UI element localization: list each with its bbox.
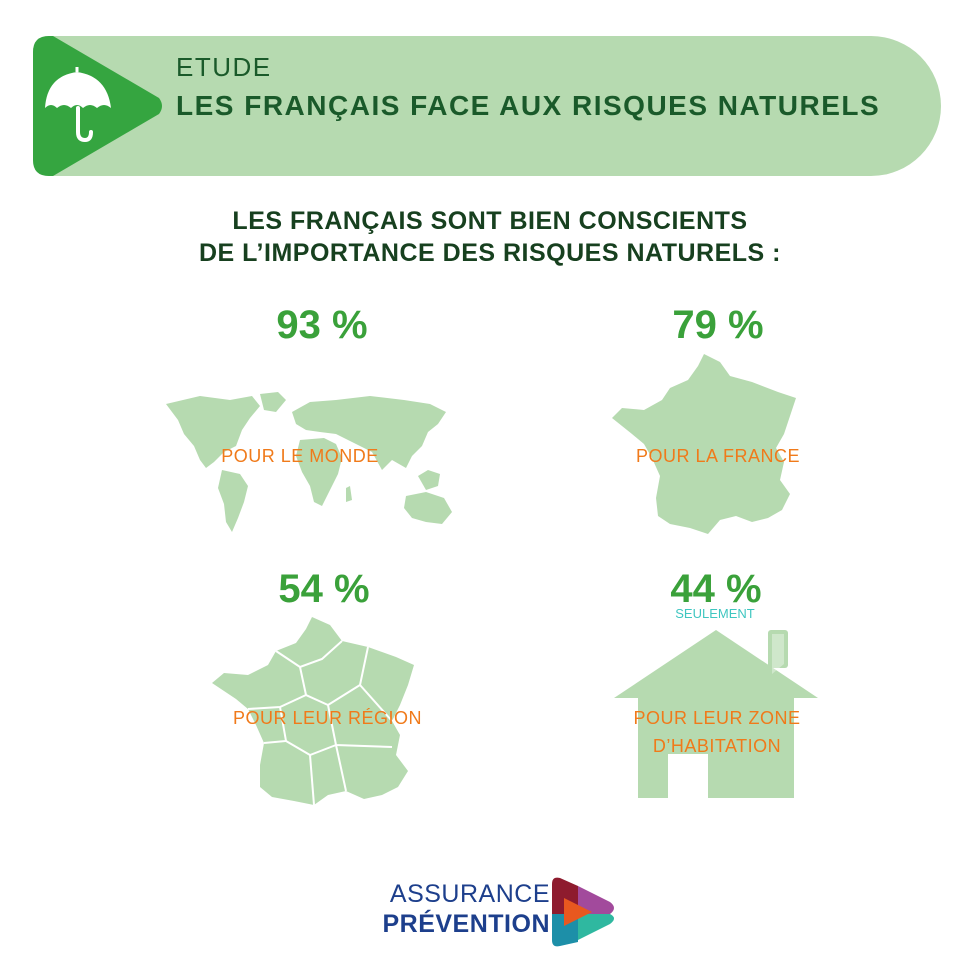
stat-home-label-line2: D’HABITATION	[652, 736, 782, 756]
intro-heading: LES FRANÇAIS SONT BIEN CONSCIENTS DE L’I…	[0, 205, 980, 269]
stat-world-label: POUR LE MONDE	[221, 446, 379, 466]
brand-logo-icon	[552, 877, 614, 947]
brand-logo-text: ASSURANCE PRÉVENTION	[360, 880, 550, 940]
intro-line-1: LES FRANÇAIS SONT BIEN CONSCIENTS	[232, 207, 748, 235]
france-map-icon	[612, 354, 796, 534]
stat-world-value: 93 %	[276, 303, 368, 347]
house-door	[668, 754, 708, 798]
header-kicker: ETUDE	[176, 52, 272, 82]
stat-home-note: SEULEMENT	[675, 606, 755, 621]
brand-line-1: ASSURANCE	[389, 880, 550, 908]
header-title: LES FRANÇAIS FACE AUX RISQUES NATURELS	[176, 90, 881, 121]
stat-france-label: POUR LA FRANCE	[635, 446, 801, 466]
stat-france-value: 79 %	[672, 303, 764, 347]
stat-region-value: 54 %	[278, 567, 370, 611]
header-banner	[33, 36, 941, 176]
brand-line-2: PRÉVENTION	[382, 910, 550, 938]
stat-region-label: POUR LEUR RÉGION	[232, 708, 423, 728]
umbrella-icon	[45, 67, 111, 143]
stat-home-value: 44 %	[670, 567, 762, 611]
stat-home-label-line1: POUR LEUR ZONE	[633, 708, 801, 728]
umbrella-badge	[33, 36, 162, 176]
world-map-icon	[166, 392, 452, 532]
intro-line-2: DE L’IMPORTANCE DES RISQUES NATURELS :	[198, 239, 781, 267]
france-regions-map-icon	[212, 617, 414, 806]
house-icon	[614, 630, 818, 798]
